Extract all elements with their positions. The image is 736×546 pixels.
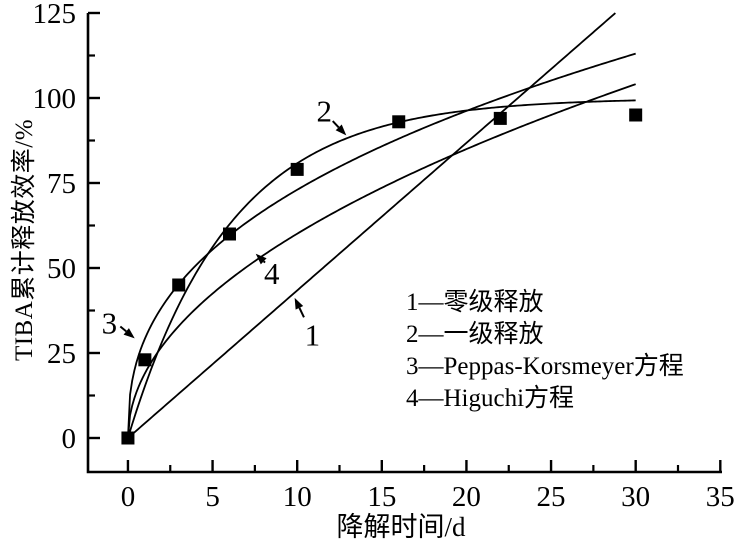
- annotation-arrow-line-2: [332, 120, 340, 129]
- curve-label-2: 2: [317, 94, 333, 129]
- y-axis-title: TIBA累计释放效率/%: [11, 118, 38, 362]
- legend-item-first-order: 2—一级释放: [406, 321, 544, 348]
- annotation-arrowhead-3: [123, 328, 135, 339]
- annotation-arrowhead-2: [335, 124, 347, 136]
- curve-1-linear: [127, 12, 616, 439]
- legend-item-higuchi: 4—Higuchi方程: [406, 385, 575, 412]
- x-axis-title: 降解时间/d: [336, 512, 466, 542]
- data-point: [121, 431, 135, 445]
- y-tick-label: 25: [47, 338, 76, 370]
- x-tick-label: 5: [205, 481, 220, 513]
- annotations: 1 2 3 4: [102, 94, 347, 352]
- fitted-curves: [127, 12, 636, 439]
- x-tick-label: 15: [367, 481, 396, 513]
- annotation-arrow-line-3: [119, 325, 127, 333]
- x-tick-label: 0: [121, 481, 136, 513]
- curve-label-4: 4: [264, 256, 280, 291]
- legend: 1—零级释放 2—一级释放 3—Peppas-Korsmeyer方程 4—Hig…: [406, 287, 684, 415]
- y-tick-label: 0: [62, 423, 77, 455]
- ticks: [88, 11, 722, 472]
- tick-labels: 0 5 10 15 20 25 30 35 0 25 50 75 100 125: [33, 0, 735, 513]
- axes-spines: [86, 13, 722, 474]
- curve-4-power: [127, 83, 636, 439]
- y-tick-label: 125: [33, 0, 77, 30]
- curve-label-3: 3: [102, 305, 118, 340]
- annotation-arrow-line-4: [263, 260, 266, 264]
- curve-3-power: [127, 52, 636, 439]
- annotation-arrow-line-1: [298, 307, 305, 318]
- annotation-arrowhead-1: [294, 297, 304, 310]
- legend-item-zero-order: 1—零级释放: [406, 289, 544, 316]
- data-point: [493, 111, 507, 125]
- data-point: [392, 115, 406, 129]
- curve-2-first_order: [127, 99, 636, 439]
- curve-label-1: 1: [305, 317, 321, 352]
- y-tick-label: 50: [47, 253, 76, 285]
- y-tick-label: 75: [47, 168, 76, 200]
- data-points: [121, 108, 643, 445]
- x-tick-label: 35: [706, 481, 735, 513]
- data-point: [629, 108, 643, 122]
- x-tick-label: 30: [621, 481, 650, 513]
- legend-item-peppas-korsmeyer: 3—Peppas-Korsmeyer方程: [406, 353, 684, 380]
- data-point: [172, 278, 186, 292]
- data-point: [138, 353, 152, 367]
- x-tick-label: 20: [452, 481, 481, 513]
- x-tick-label: 25: [537, 481, 566, 513]
- x-tick-label: 10: [283, 481, 312, 513]
- data-point: [290, 162, 304, 176]
- y-tick-label: 100: [33, 83, 77, 115]
- annotation-arrowhead-4: [255, 253, 267, 265]
- axes: [86, 13, 722, 474]
- data-point: [222, 227, 236, 241]
